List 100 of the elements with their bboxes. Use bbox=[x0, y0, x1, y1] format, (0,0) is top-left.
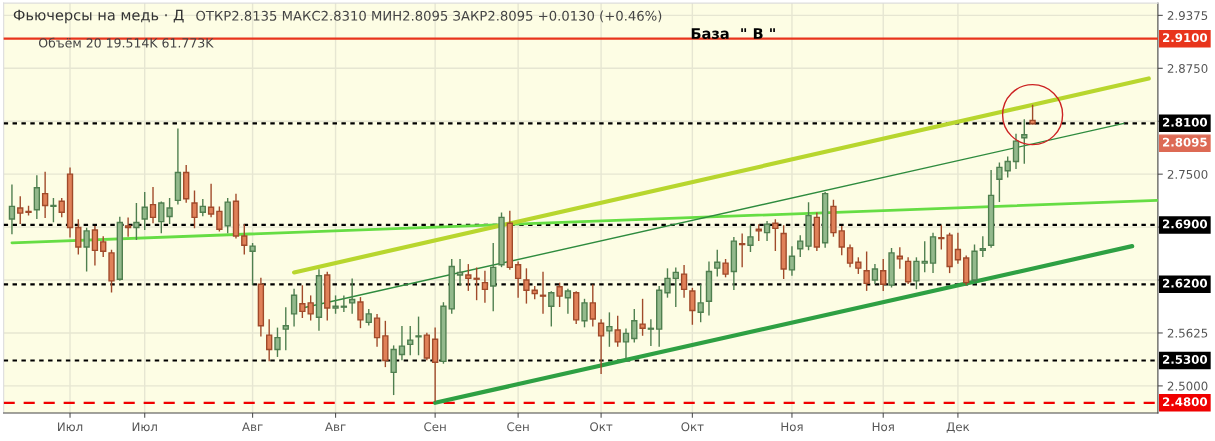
candlestick bbox=[680, 264, 688, 298]
x-tick-label: Сен bbox=[424, 422, 446, 432]
x-tick-label: Окт bbox=[681, 422, 704, 432]
candlestick bbox=[50, 198, 57, 223]
candlestick bbox=[191, 190, 198, 229]
x-tick-label: Авг bbox=[325, 422, 346, 431]
candlestick bbox=[91, 225, 99, 266]
candlestick bbox=[166, 198, 173, 224]
candlestick bbox=[672, 267, 679, 307]
candlestick bbox=[954, 232, 962, 264]
x-tick-label: Июл bbox=[132, 422, 157, 432]
candlestick bbox=[788, 246, 796, 276]
candlestick bbox=[1029, 104, 1036, 125]
y-tick-label: 2.8750 bbox=[1167, 64, 1208, 73]
y-tick-label: 2.7500 bbox=[1167, 169, 1208, 179]
candlestick bbox=[431, 327, 439, 402]
candlestick bbox=[207, 183, 215, 218]
candlestick bbox=[564, 288, 572, 314]
candlestick bbox=[1021, 119, 1028, 164]
candlestick bbox=[647, 319, 655, 346]
candlestick bbox=[631, 308, 638, 343]
candlestick bbox=[738, 233, 746, 268]
candlestick bbox=[83, 227, 90, 272]
ref-line-label: 2.6900 bbox=[1163, 219, 1208, 229]
candlestick bbox=[224, 198, 231, 234]
x-tick-label: Сен bbox=[507, 422, 529, 432]
candlestick bbox=[838, 225, 845, 256]
candlestick bbox=[481, 270, 489, 303]
candlestick bbox=[539, 271, 547, 314]
candlestick bbox=[747, 225, 754, 252]
candlestick bbox=[33, 175, 41, 219]
candlestick bbox=[556, 282, 563, 307]
text: 2.8095 bbox=[1163, 137, 1207, 147]
candlestick bbox=[996, 162, 1003, 202]
candlestick bbox=[896, 247, 904, 269]
x-tick-label: Дек bbox=[946, 422, 970, 433]
candlestick bbox=[1004, 156, 1011, 178]
candlestick bbox=[921, 241, 928, 273]
candlestick bbox=[265, 319, 273, 362]
chart-title: Фьючерсы на медь · Д bbox=[13, 9, 184, 24]
candlestick bbox=[390, 345, 397, 396]
candlestick bbox=[639, 298, 646, 336]
x-tick-label: Ноя bbox=[781, 422, 803, 432]
candlestick bbox=[158, 201, 165, 234]
candlestick bbox=[241, 224, 248, 255]
candlestick bbox=[1012, 133, 1020, 169]
candlestick bbox=[249, 242, 256, 285]
candlestick bbox=[772, 219, 779, 252]
candlestick bbox=[282, 307, 289, 351]
candlestick bbox=[548, 291, 555, 327]
candlestick bbox=[597, 319, 605, 374]
candlestick bbox=[714, 249, 721, 277]
candlestick bbox=[880, 259, 887, 291]
ref-line-label: 2.8100 bbox=[1163, 117, 1208, 127]
candlestick bbox=[141, 192, 148, 230]
candlestick bbox=[415, 316, 422, 356]
x-tick-label: Июл bbox=[58, 422, 83, 432]
candlestick bbox=[17, 196, 24, 224]
candlestick bbox=[456, 259, 464, 286]
candlestick bbox=[523, 268, 530, 304]
ref-line-label: 2.6200 bbox=[1163, 278, 1208, 288]
annotation: База " В " bbox=[691, 28, 775, 39]
candlestick bbox=[863, 251, 870, 291]
candlestick bbox=[913, 257, 920, 290]
candlestick bbox=[664, 268, 671, 298]
candlestick bbox=[340, 295, 348, 313]
candlestick bbox=[8, 184, 16, 235]
candlestick bbox=[697, 284, 704, 323]
candlestick bbox=[904, 257, 912, 285]
candlestick bbox=[348, 278, 356, 314]
candlestick bbox=[133, 203, 140, 241]
ref-line-label: 2.9100 bbox=[1163, 33, 1208, 43]
candlestick bbox=[589, 284, 596, 327]
ref-line-label: 2.4800 bbox=[1163, 397, 1208, 407]
candlestick bbox=[514, 261, 522, 298]
candlestick bbox=[797, 235, 804, 258]
y-tick-label: 2.9375 bbox=[1167, 11, 1208, 21]
candlestick bbox=[763, 220, 771, 241]
candlestick bbox=[689, 287, 696, 325]
candlestick bbox=[149, 187, 157, 224]
candlestick bbox=[373, 314, 381, 347]
candlestick bbox=[581, 298, 588, 328]
ref-line-label: 2.5300 bbox=[1163, 354, 1208, 364]
candlestick bbox=[490, 242, 497, 312]
candlestick bbox=[100, 236, 107, 258]
candlestick bbox=[290, 288, 298, 327]
annotation: Объём 20 19.514K 61.773K bbox=[38, 37, 214, 48]
x-tick-label: Авг bbox=[242, 422, 263, 431]
candlestick bbox=[846, 244, 854, 268]
y-tick-label: 2.5625 bbox=[1167, 328, 1208, 338]
annotation: ОТКР2.8135 МАКС2.8310 МИН2.8095 ЗАКР2.8095 +0.0130 (+0.46%) bbox=[196, 10, 662, 23]
candlestick bbox=[357, 297, 364, 329]
candlestick bbox=[407, 325, 414, 356]
candlestick bbox=[423, 332, 431, 361]
candlestick bbox=[398, 325, 406, 361]
candlestick bbox=[274, 327, 281, 357]
candlestick bbox=[606, 312, 613, 347]
candlestick bbox=[124, 217, 132, 237]
y-tick-label: 2.5000 bbox=[1167, 381, 1208, 391]
candlestick bbox=[216, 206, 223, 232]
